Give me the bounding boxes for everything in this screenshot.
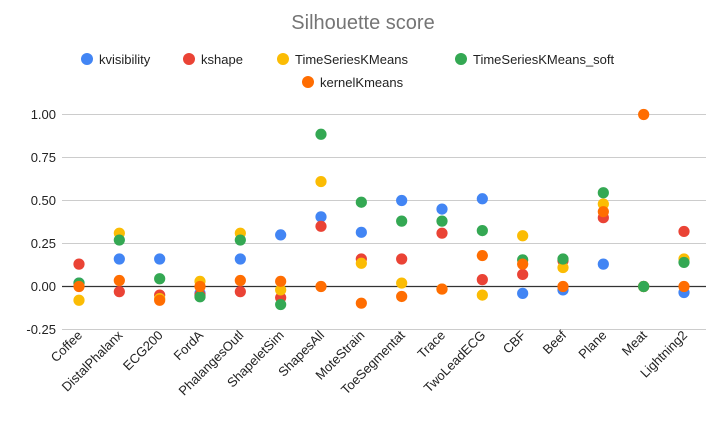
- x-tick-label: ECG200: [120, 328, 166, 374]
- point-TimeSeriesKMeans-ShapeletSim: [275, 284, 287, 296]
- point-kvisibility-DistalPhalanx: [113, 253, 125, 265]
- legend-marker-icon: [183, 53, 195, 65]
- x-tick-label: Meat: [619, 327, 650, 358]
- point-kvisibility-ShapesAll: [315, 211, 327, 223]
- legend-marker-icon: [277, 53, 289, 65]
- x-tick-label: Beef: [540, 327, 570, 357]
- point-TimeSeriesKMeans-Coffee: [73, 294, 85, 306]
- y-tick-label: 1.00: [31, 107, 56, 122]
- point-TimeSeriesKMeans_soft-MoteStrain: [355, 196, 367, 208]
- point-TimeSeriesKMeans_soft-Trace: [436, 215, 448, 227]
- point-TimeSeriesKMeans_soft-ECG200: [154, 273, 166, 285]
- point-kernelKmeans-ShapeletSim: [275, 275, 287, 287]
- point-kernelKmeans-DistalPhalanx: [113, 274, 125, 287]
- point-kshape-ShapesAll: [315, 220, 327, 232]
- point-TimeSeriesKMeans_soft-TwoLeadECG: [476, 225, 488, 237]
- legend-label: TimeSeriesKMeans_soft: [473, 52, 615, 67]
- x-tick-label: Trace: [414, 328, 448, 362]
- point-kvisibility-ToeSegmentat: [396, 194, 408, 207]
- point-kshape-PhalangesOutl: [234, 286, 246, 298]
- point-kernelKmeans-Lightning2: [678, 280, 690, 293]
- point-TimeSeriesKMeans-Beef: [557, 261, 569, 274]
- point-kernelKmeans-TwoLeadECG: [476, 249, 488, 262]
- point-TimeSeriesKMeans-TwoLeadECG: [476, 289, 488, 301]
- point-kshape-CBF: [517, 268, 529, 281]
- point-TimeSeriesKMeans_soft-Plane: [597, 187, 609, 199]
- point-kvisibility-CBF: [517, 287, 529, 299]
- gridlines: [62, 114, 706, 330]
- legend-item-kshape[interactable]: kshape: [183, 52, 243, 67]
- point-TimeSeriesKMeans-MoteStrain: [355, 257, 367, 269]
- point-kvisibility-MoteStrain: [355, 226, 367, 238]
- legend-marker-icon: [302, 76, 314, 88]
- point-TimeSeriesKMeans_soft-Beef: [557, 253, 569, 265]
- y-tick-label: 0.75: [31, 150, 56, 165]
- point-TimeSeriesKMeans-CBF: [517, 230, 529, 242]
- x-tick-label: CBF: [500, 327, 529, 356]
- point-TimeSeriesKMeans_soft-ShapeletSim: [275, 298, 287, 311]
- point-TimeSeriesKMeans_soft-PhalangesOutl: [234, 234, 246, 246]
- point-kvisibility-TwoLeadECG: [476, 193, 488, 205]
- point-kshape-Coffee: [73, 258, 85, 270]
- point-kshape-Lightning2: [678, 225, 690, 238]
- point-TimeSeriesKMeans_soft-ShapesAll: [315, 128, 327, 140]
- legend-item-TimeSeriesKMeans_soft[interactable]: TimeSeriesKMeans_soft: [455, 52, 615, 67]
- point-kvisibility-ECG200: [154, 253, 166, 265]
- point-kshape-Trace: [436, 227, 448, 239]
- y-tick-label: 0.50: [31, 193, 56, 208]
- legend-marker-icon: [455, 53, 467, 65]
- point-TimeSeriesKMeans_soft-FordA: [194, 291, 206, 303]
- legend-label: kernelKmeans: [320, 75, 404, 90]
- y-tick-label: 0.00: [31, 279, 56, 294]
- point-TimeSeriesKMeans-Plane: [597, 198, 609, 210]
- point-TimeSeriesKMeans-ToeSegmentat: [396, 277, 408, 289]
- chart-title: Silhouette score: [291, 12, 434, 34]
- point-kernelKmeans-Beef: [557, 280, 569, 293]
- y-tick-label: 0.25: [31, 236, 56, 251]
- legend-label: kvisibility: [99, 52, 151, 67]
- point-kvisibility-PhalangesOutl: [234, 253, 246, 265]
- point-kernelKmeans-Trace: [436, 283, 448, 295]
- y-axis-ticks: 1.00 0.75 0.50 0.25 0.00 -0.25: [26, 107, 56, 337]
- point-kvisibility-Trace: [436, 203, 448, 215]
- point-kernelKmeans-ECG200: [154, 294, 166, 306]
- point-TimeSeriesKMeans-ShapesAll: [315, 175, 327, 188]
- legend-marker-icon: [81, 53, 93, 65]
- legend-label: TimeSeriesKMeans: [295, 52, 408, 67]
- point-kernelKmeans-PhalangesOutl: [234, 274, 246, 287]
- point-kvisibility-Plane: [597, 258, 609, 270]
- point-TimeSeriesKMeans_soft-DistalPhalanx: [113, 234, 125, 246]
- x-tick-label: FordA: [170, 327, 206, 363]
- point-TimeSeriesKMeans_soft-Lightning2: [678, 256, 690, 269]
- point-TimeSeriesKMeans_soft-Meat: [638, 280, 650, 293]
- point-kernelKmeans-MoteStrain: [355, 297, 367, 309]
- data-points: [73, 108, 690, 311]
- point-TimeSeriesKMeans_soft-ToeSegmentat: [396, 215, 408, 227]
- point-kernelKmeans-FordA: [194, 280, 206, 293]
- legend-item-kernelKmeans[interactable]: kernelKmeans: [302, 75, 404, 90]
- point-kernelKmeans-Plane: [597, 206, 609, 218]
- point-kernelKmeans-CBF: [517, 258, 529, 270]
- point-kernelKmeans-ToeSegmentat: [396, 290, 408, 303]
- legend-label: kshape: [201, 52, 243, 67]
- point-kshape-TwoLeadECG: [476, 274, 488, 286]
- legend-item-kvisibility[interactable]: kvisibility: [81, 52, 151, 67]
- x-tick-label: Plane: [575, 328, 609, 362]
- point-kvisibility-ShapeletSim: [275, 229, 287, 241]
- point-kernelKmeans-Meat: [638, 108, 650, 121]
- point-kernelKmeans-ShapesAll: [315, 280, 327, 293]
- legend-item-TimeSeriesKMeans[interactable]: TimeSeriesKMeans: [277, 52, 408, 67]
- point-kshape-DistalPhalanx: [113, 286, 125, 298]
- y-tick-label: -0.25: [26, 322, 56, 337]
- point-kshape-ToeSegmentat: [396, 253, 408, 265]
- legend: kvisibility kshape TimeSeriesKMeans TimeSer…: [81, 52, 615, 90]
- point-kernelKmeans-Coffee: [73, 280, 85, 293]
